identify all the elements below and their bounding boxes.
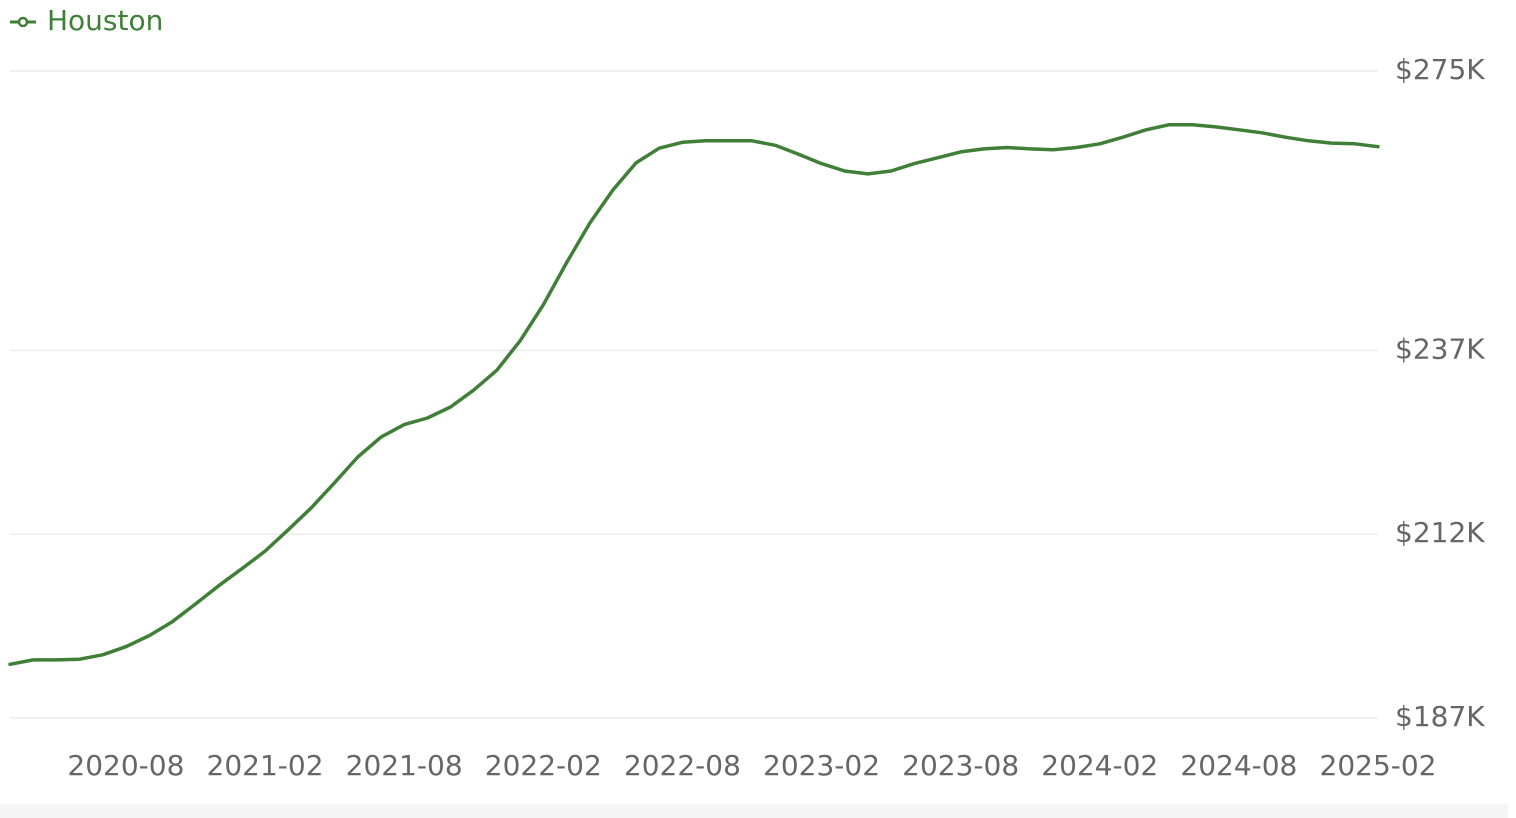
legend-item[interactable]: Houston <box>10 4 163 37</box>
y-tick-label: $212K <box>1395 516 1485 549</box>
x-tick-label: 2023-08 <box>902 749 1019 782</box>
x-tick-label: 2024-02 <box>1041 749 1158 782</box>
legend-icon-dot <box>17 16 29 28</box>
y-tick-label: $275K <box>1395 53 1485 86</box>
x-tick-label: 2025-02 <box>1320 749 1437 782</box>
x-tick-label: 2022-02 <box>485 749 602 782</box>
footer-bar <box>0 804 1508 818</box>
y-tick-label: $187K <box>1395 700 1485 733</box>
x-tick-label: 2021-02 <box>207 749 324 782</box>
line <box>8 122 1380 667</box>
y-tick-label: $237K <box>1395 332 1485 365</box>
x-tick-label: 2020-08 <box>67 749 184 782</box>
x-tick-label: 2023-02 <box>763 749 880 782</box>
legend-label: Houston <box>47 4 163 37</box>
x-tick-label: 2022-08 <box>624 749 741 782</box>
x-tick-label: 2024-08 <box>1180 749 1297 782</box>
x-tick-label: 2021-08 <box>346 749 463 782</box>
